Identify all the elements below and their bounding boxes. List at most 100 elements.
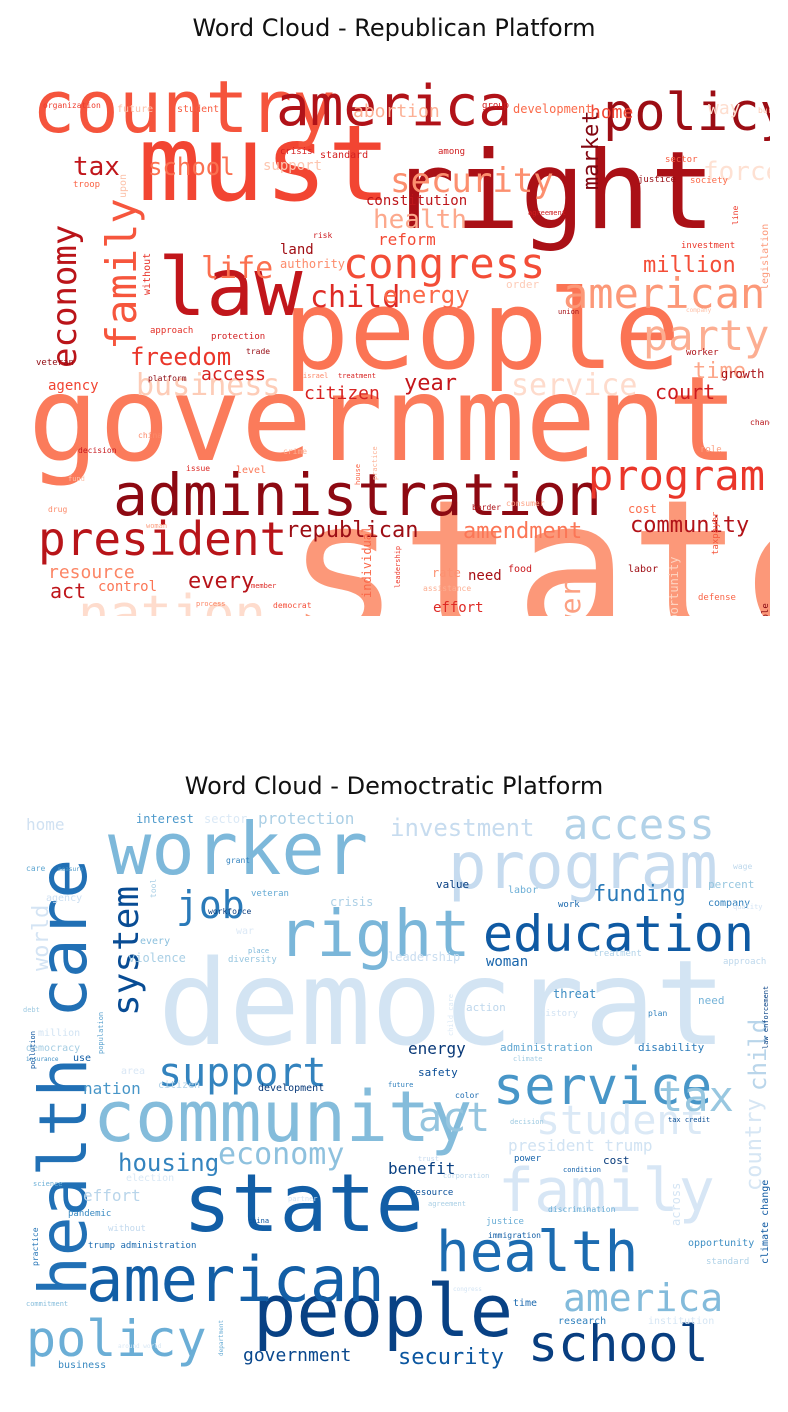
- dem-word-need: need: [698, 994, 725, 1007]
- rep-word-individual: individual: [360, 526, 374, 598]
- rep-word-reform: reform: [378, 230, 436, 249]
- rep-word-border: border: [472, 503, 501, 512]
- dem-word-child-care: child care: [447, 994, 455, 1036]
- rep-word-constitution: constitution: [366, 193, 467, 209]
- rep-word-freedom: freedom: [130, 343, 231, 371]
- dem-word-immigration: immigration: [488, 1231, 541, 1240]
- dem-word-justice: justice: [486, 1217, 524, 1227]
- rep-word-nation: nation: [78, 585, 266, 616]
- dem-word-health-care: health care: [25, 859, 102, 1296]
- dem-word-veteran: veteran: [251, 889, 289, 899]
- dem-word-school: school: [528, 1315, 709, 1373]
- dem-word-investment: investment: [390, 814, 535, 842]
- dem-word-institution: institution: [648, 1316, 714, 1327]
- rep-word-assistance: assistance: [423, 584, 471, 593]
- dem-word-condition: condition: [563, 1166, 601, 1174]
- rep-word-resource: resource: [48, 562, 135, 583]
- rep-word-student: student: [177, 104, 219, 115]
- rep-word-land: land: [280, 242, 314, 258]
- rep-word-worker: worker: [686, 348, 719, 358]
- dem-word-election: election: [126, 1173, 174, 1184]
- rep-word-effort: effort: [433, 600, 484, 616]
- dem-word-tool: tool: [149, 879, 158, 898]
- dem-word-people: people: [253, 1269, 513, 1353]
- dem-word-diversity: diversity: [228, 955, 277, 965]
- rep-word-among: among: [438, 147, 465, 157]
- rep-word-opportunity: opportunity: [667, 557, 681, 616]
- dem-word-student: student: [536, 1098, 705, 1144]
- dem-word-housing: housing: [118, 1149, 219, 1177]
- dem-word-grant: grant: [226, 856, 250, 865]
- dem-word-across: across: [669, 1183, 683, 1226]
- rep-word-food: food: [508, 564, 532, 575]
- rep-word-defense: defense: [698, 593, 736, 603]
- dem-word-democracy: democracy: [26, 1043, 80, 1054]
- rep-word-right: right: [390, 129, 715, 254]
- dem-word-health: health: [436, 1220, 638, 1285]
- dem-word-science: science: [33, 1180, 63, 1188]
- dem-word-service: service: [493, 1057, 712, 1117]
- rep-word-china: china: [138, 431, 162, 440]
- rep-word-principle: principle: [761, 603, 770, 616]
- dem-word-without: without: [108, 1224, 146, 1234]
- rep-word-treatment: treatment: [338, 372, 376, 380]
- rep-word-consumer: consumer: [506, 499, 545, 508]
- rep-word-sector: sector: [665, 155, 698, 165]
- rep-word-protection: protection: [211, 332, 265, 342]
- dem-word-pollution: pollution: [29, 1031, 37, 1069]
- dem-word-threat: threat: [553, 987, 596, 1001]
- rep-word-people: people: [283, 266, 680, 394]
- dem-word-plan: plan: [648, 1009, 667, 1018]
- rep-word-business: business: [136, 368, 281, 403]
- rep-word-group: group: [482, 101, 509, 111]
- dem-word-percent: percent: [708, 878, 754, 891]
- rep-word-level: level: [236, 465, 266, 476]
- rep-word-justice: justice: [638, 175, 676, 185]
- rep-word-community: community: [630, 513, 749, 538]
- dem-word-measure: measure: [58, 866, 84, 873]
- rep-word-agreement: agreement: [528, 209, 566, 217]
- dem-word-treatment: treatment: [593, 949, 642, 959]
- dem-word-around-world: around world: [118, 1343, 162, 1350]
- rep-word-house: house: [354, 464, 362, 485]
- dem-word-energy: energy: [408, 1039, 466, 1058]
- rep-word-congress: congress: [343, 239, 545, 288]
- rep-word-member: member: [251, 582, 276, 590]
- dem-word-funding: funding: [593, 882, 686, 907]
- rep-word-force: force: [703, 157, 770, 187]
- dem-word-woman: woman: [486, 954, 528, 970]
- rep-word-agency: agency: [48, 378, 99, 394]
- dem-word-standard: standard: [706, 1257, 749, 1267]
- rep-word-approach: approach: [150, 326, 193, 336]
- dem-word-act: act: [418, 1095, 490, 1141]
- rep-word-union: union: [558, 308, 579, 316]
- rep-word-control: control: [98, 579, 157, 595]
- rep-word-amendment: amendment: [463, 519, 582, 544]
- rep-word-family: family: [97, 198, 146, 350]
- rep-word-tax: tax: [73, 152, 120, 182]
- dem-word-department: department: [218, 1319, 225, 1356]
- dem-word-trust: trust: [418, 1155, 439, 1163]
- dem-word-effort: effort: [83, 1186, 141, 1205]
- dem-word-workforce: workforce: [208, 907, 252, 916]
- dem-word-disability: disability: [638, 1041, 705, 1054]
- dem-word-protection: protection: [258, 809, 354, 828]
- rep-word-line: line: [731, 206, 740, 225]
- dem-word-violence: violence: [128, 951, 186, 965]
- dem-word-country: country: [742, 1098, 767, 1191]
- rep-word-administration: administration: [113, 461, 602, 529]
- dem-word-quality: quality: [733, 903, 763, 911]
- dem-word-place: place: [248, 947, 269, 955]
- dem-word-research: research: [558, 1316, 606, 1327]
- rep-word-country: country: [32, 65, 335, 149]
- rep-word-rate: rate: [432, 566, 461, 580]
- dem-word-area: area: [121, 1066, 145, 1077]
- rep-word-troop: troop: [73, 180, 100, 190]
- dem-word-interest: interest: [136, 812, 194, 826]
- dem-word-economy: economy: [218, 1137, 344, 1172]
- dem-word-development: development: [258, 1083, 324, 1094]
- dem-word-world: world: [29, 905, 54, 971]
- rep-word-society: society: [690, 176, 729, 186]
- rep-word-company: company: [686, 307, 712, 314]
- dem-word-future: future: [388, 1081, 413, 1089]
